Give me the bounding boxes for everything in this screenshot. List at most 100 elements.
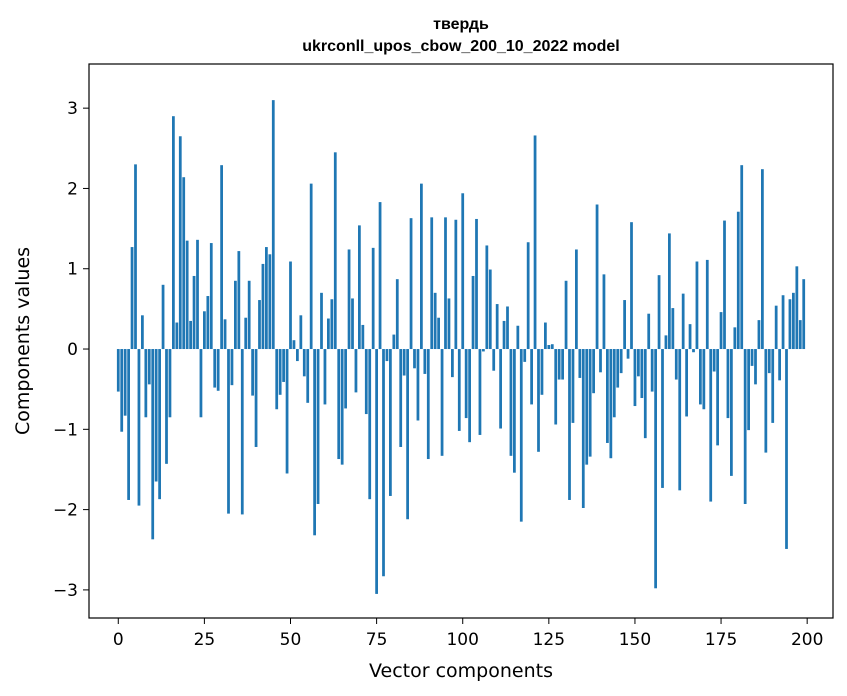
bar [792, 292, 795, 350]
bar [537, 349, 540, 452]
bar [678, 349, 682, 491]
bar [661, 349, 664, 488]
bar [757, 320, 761, 350]
bar [519, 349, 523, 522]
bar [151, 349, 155, 540]
bar [271, 100, 275, 350]
bar [668, 233, 671, 350]
bar [147, 349, 151, 385]
bar [461, 193, 465, 350]
bar [471, 275, 475, 350]
bar [561, 349, 564, 380]
bar [451, 349, 454, 378]
bar [550, 344, 554, 350]
bar [482, 349, 485, 352]
bar [192, 275, 196, 350]
bar [375, 349, 378, 594]
bar [433, 292, 437, 350]
bar [657, 275, 661, 350]
x-tick-label: 100 [446, 630, 478, 650]
bar [213, 349, 217, 388]
bar [258, 300, 261, 350]
bar [643, 349, 647, 439]
bar [681, 293, 685, 350]
chart-title: твердь [433, 16, 489, 33]
bar [475, 218, 478, 350]
bar [178, 136, 182, 350]
bar [674, 349, 678, 380]
bar [368, 349, 372, 500]
bar [285, 349, 289, 474]
bar [457, 349, 461, 431]
bar [389, 349, 392, 496]
bar [719, 312, 723, 350]
bar [344, 349, 347, 409]
bar [654, 349, 657, 589]
bar [781, 295, 785, 350]
bar [278, 349, 282, 395]
bar [137, 349, 141, 506]
bar [599, 349, 602, 373]
y-tick-label: 0 [67, 340, 78, 360]
bar [127, 349, 130, 500]
x-axis-label: Vector components [369, 660, 553, 682]
bar [499, 349, 502, 429]
bar [606, 349, 609, 443]
x-tick-label: 0 [113, 630, 124, 650]
bar [709, 349, 713, 502]
bar [358, 225, 361, 350]
bar [168, 349, 172, 418]
bar [361, 324, 365, 350]
bar [395, 279, 399, 350]
x-tick-label: 25 [194, 630, 216, 650]
bar [747, 349, 750, 431]
bar [261, 263, 265, 350]
bar [302, 349, 306, 377]
x-tick-label: 75 [366, 630, 388, 650]
bar [175, 322, 179, 350]
bar [333, 152, 337, 350]
bar [234, 280, 237, 350]
bar [426, 349, 430, 460]
bar [554, 349, 558, 425]
bar [743, 349, 747, 504]
x-tick-label: 50 [280, 630, 302, 650]
bar [547, 345, 551, 350]
y-tick-label: −1 [53, 420, 78, 440]
bar [502, 320, 506, 350]
bar [523, 349, 527, 362]
bar [478, 349, 482, 435]
bar [189, 320, 192, 350]
bar [464, 349, 468, 419]
bar [592, 349, 595, 394]
bar [726, 349, 730, 419]
bar [488, 269, 492, 350]
bar [444, 217, 447, 350]
bar [767, 349, 771, 374]
bar [354, 349, 358, 393]
y-tick-label: −2 [53, 501, 78, 521]
bar [182, 177, 186, 350]
bar [309, 183, 313, 350]
bar [134, 164, 137, 350]
bar [216, 349, 220, 391]
bar [313, 349, 316, 536]
x-axis-ticks: 0 25 50 75 100 125 150 175 200 [113, 618, 823, 650]
bar [123, 349, 127, 416]
bar [116, 349, 120, 392]
bar [141, 315, 144, 350]
bar [716, 349, 719, 446]
y-axis-label: Components values [12, 247, 34, 435]
bar [289, 261, 292, 350]
bar [154, 349, 158, 482]
bar [454, 219, 458, 350]
bar [664, 335, 668, 350]
bar [492, 349, 496, 371]
bar [740, 165, 744, 350]
x-tick-label: 200 [791, 630, 823, 650]
bar [506, 306, 509, 350]
y-tick-label: 3 [67, 99, 78, 119]
bar [316, 349, 320, 504]
x-tick-label: 125 [533, 630, 565, 650]
bar [382, 349, 385, 577]
